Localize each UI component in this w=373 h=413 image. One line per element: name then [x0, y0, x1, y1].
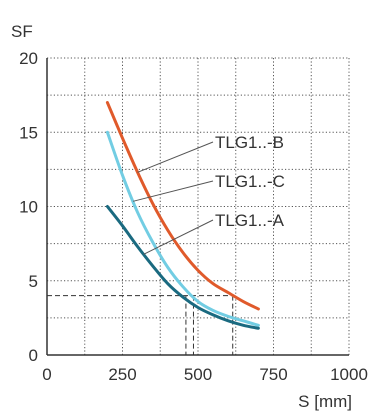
- series-label-1: TLG1..-C: [215, 172, 285, 191]
- x-axis-title: S [mm]: [298, 392, 352, 411]
- series-line-2: [105, 205, 260, 330]
- y-tick-label: 20: [19, 49, 38, 68]
- callout-leader-0: [137, 141, 214, 173]
- callout-leader-2: [143, 219, 214, 255]
- grid: [47, 57, 350, 355]
- series-label-2: TLG1..-A: [215, 211, 285, 230]
- y-tick-label: 10: [19, 198, 38, 217]
- y-tick-label: 0: [29, 346, 38, 365]
- y-tick-label: 15: [19, 123, 38, 142]
- y-tick-label: 5: [29, 272, 38, 291]
- series-line-0: [105, 101, 260, 311]
- x-tick-label: 0: [42, 365, 51, 384]
- series-lines: [105, 101, 260, 330]
- x-tick-label: 250: [108, 365, 136, 384]
- series-line-1: [105, 130, 260, 327]
- series-label-0: TLG1..-B: [215, 133, 284, 152]
- tick-labels: 0 5 10 15 20 0 250 500 750 1000: [19, 49, 368, 384]
- series-callouts: TLG1..-B TLG1..-C TLG1..-A: [132, 133, 285, 255]
- x-tick-label: 500: [184, 365, 212, 384]
- x-tick-label: 1000: [330, 365, 368, 384]
- callout-leader-1: [132, 180, 214, 202]
- axes: [46, 58, 349, 356]
- x-tick-label: 750: [259, 365, 287, 384]
- y-axis-title: SF: [11, 22, 33, 41]
